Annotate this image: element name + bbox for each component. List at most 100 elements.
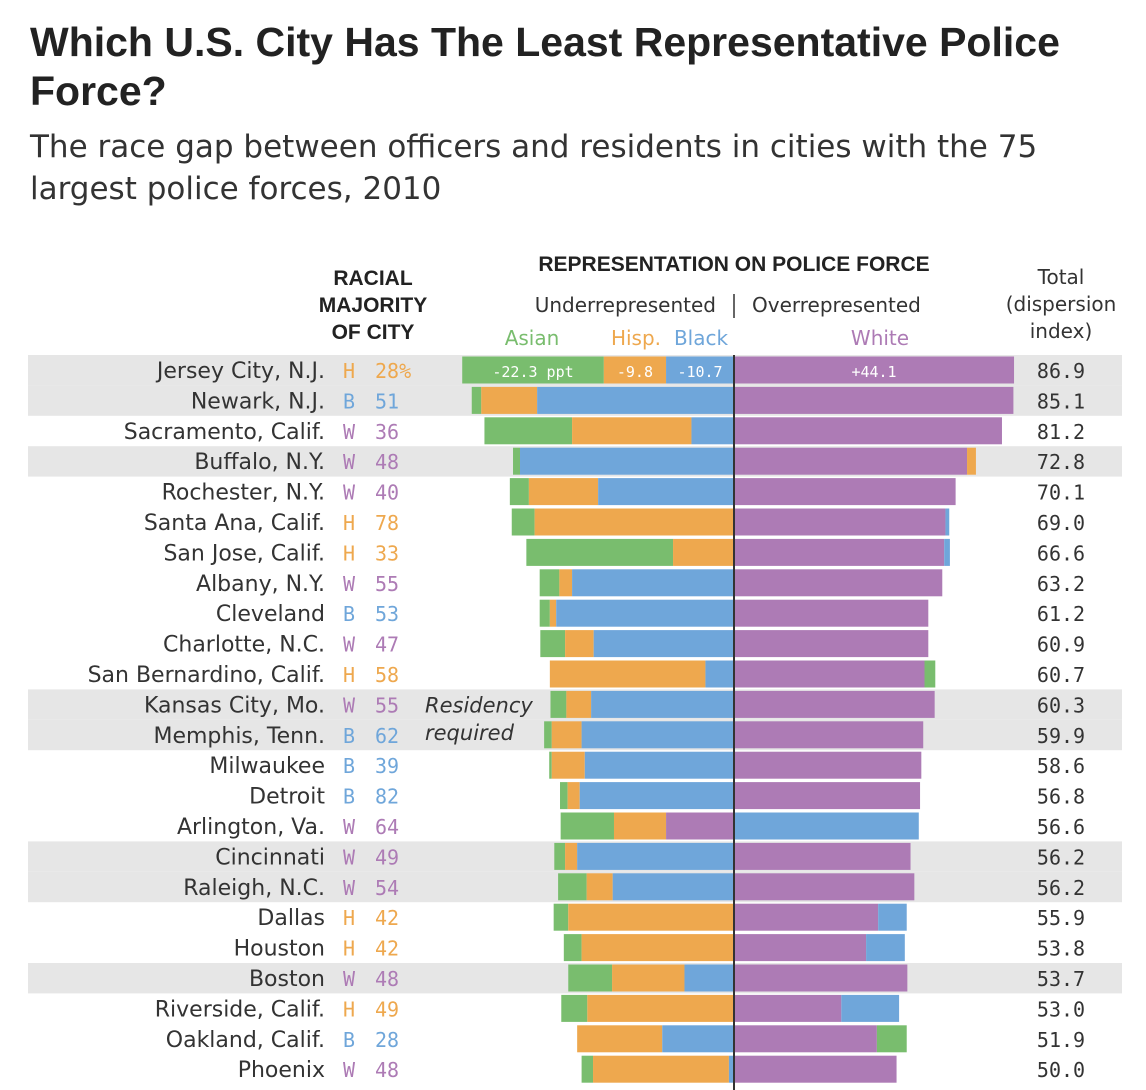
bar-segment-hisp [581,934,734,962]
bar-segment-asian [509,478,529,506]
city-label: Detroit [249,785,325,810]
bar-segment-black [684,964,734,992]
bar-segment-white [734,1055,897,1083]
majority-letter: B [343,389,355,413]
bar-segment-black [945,508,950,536]
city-label: San Jose, Calif. [163,541,325,566]
legend-hispanic: Hisp. [611,326,661,350]
majority-percent: 64 [375,815,399,839]
city-label: Cleveland [216,602,325,627]
majority-letter: W [343,876,356,900]
bar-segment-hisp [567,782,580,810]
majority-letter: B [343,754,355,778]
total-value: 53.7 [1037,967,1085,991]
total-value: 85.1 [1037,389,1085,413]
total-value: 58.6 [1037,754,1085,778]
bar-segment-asian [526,538,674,566]
legend-black: Black [674,326,729,350]
bar-segment-hisp [551,721,582,749]
bar-segment-white [734,690,935,718]
bar-segment-white [734,599,929,627]
total-value: 61.2 [1037,602,1085,626]
bar-segment-white [734,903,879,931]
majority-percent: 42 [375,906,399,930]
majority-letter: W [343,420,356,444]
bar-segment-black [598,478,734,506]
bar-segment-black [593,630,734,658]
total-header-line: index) [1030,319,1093,343]
bar-segment-hisp [565,842,578,870]
bar-value-label: -10.7 [677,363,722,381]
majority-percent: 48 [375,967,399,991]
total-header-line: Total [1037,265,1085,289]
bar-segment-hisp [565,630,594,658]
majority-percent: 48 [375,450,399,474]
majority-letter: B [343,785,355,809]
total-value: 69.0 [1037,511,1085,535]
bar-segment-hisp [967,447,976,475]
bar-segment-white [734,447,968,475]
majority-header-line: OF CITY [332,321,415,344]
bar-segment-hisp [549,599,557,627]
majority-letter: H [343,937,355,961]
total-value: 55.9 [1037,906,1085,930]
bar-segment-white [734,751,922,779]
total-value: 86.9 [1037,359,1085,383]
bar-segment-white [734,630,929,658]
bar-segment-asian [561,994,588,1022]
city-label: Arlington, Va. [177,815,325,840]
bar-segment-hisp [572,417,692,445]
bar-segment-asian [563,934,582,962]
majority-percent: 28 [375,1028,399,1052]
majority-letter: W [343,633,356,657]
representation-header: REPRESENTATION ON POLICE FORCE [538,253,929,276]
majority-percent: 49 [375,997,399,1021]
majority-letter: B [343,602,355,626]
city-label: Milwaukee [209,754,325,779]
majority-letter: B [343,724,355,748]
majority-letter: W [343,481,356,505]
majority-percent: 51 [375,389,399,413]
bar-segment-black [691,417,734,445]
total-value: 56.8 [1037,785,1085,809]
bar-segment-hisp [587,994,734,1022]
bar-segment-hisp [568,903,734,931]
bar-segment-hisp [586,873,613,901]
majority-letter: H [343,997,355,1021]
majority-percent: 28% [375,359,411,383]
city-label: Albany, N.Y. [196,572,325,597]
bar-segment-black [666,356,734,384]
total-value: 56.2 [1037,845,1085,869]
legend-asian: Asian [505,326,560,350]
majority-percent: 58 [375,663,399,687]
annotation-required: required [425,721,515,745]
total-value: 60.7 [1037,663,1085,687]
bar-segment-black [841,994,900,1022]
bar-segment-white [734,934,867,962]
city-label: Phoenix [238,1058,325,1083]
city-label: San Bernardino, Calif. [88,663,325,688]
bar-segment-hisp [559,569,573,597]
bar-segment-white [734,782,921,810]
total-header-line: (dispersion [1006,292,1117,316]
bar-segment-white [734,842,911,870]
majority-letter: W [343,1058,356,1082]
bar-segment-hisp [577,1025,663,1053]
total-value: 60.3 [1037,693,1085,717]
bar-segment-asian [471,386,482,414]
majority-letter: W [343,572,356,596]
majority-percent: 33 [375,541,399,565]
bar-segment-white [734,964,908,992]
bar-segment-white [734,538,945,566]
city-label: Buffalo, N.Y. [194,450,325,475]
majority-percent: 55 [375,572,399,596]
bar-segment-asian [549,751,552,779]
bar-segment-black [944,538,950,566]
total-value: 60.9 [1037,633,1085,657]
city-label: Cincinnati [215,845,325,870]
total-value: 81.2 [1037,420,1085,444]
bar-segment-hisp [549,660,706,688]
majority-letter: B [343,1028,355,1052]
bar-segment-black [878,903,907,931]
bar-segment-black [556,599,734,627]
